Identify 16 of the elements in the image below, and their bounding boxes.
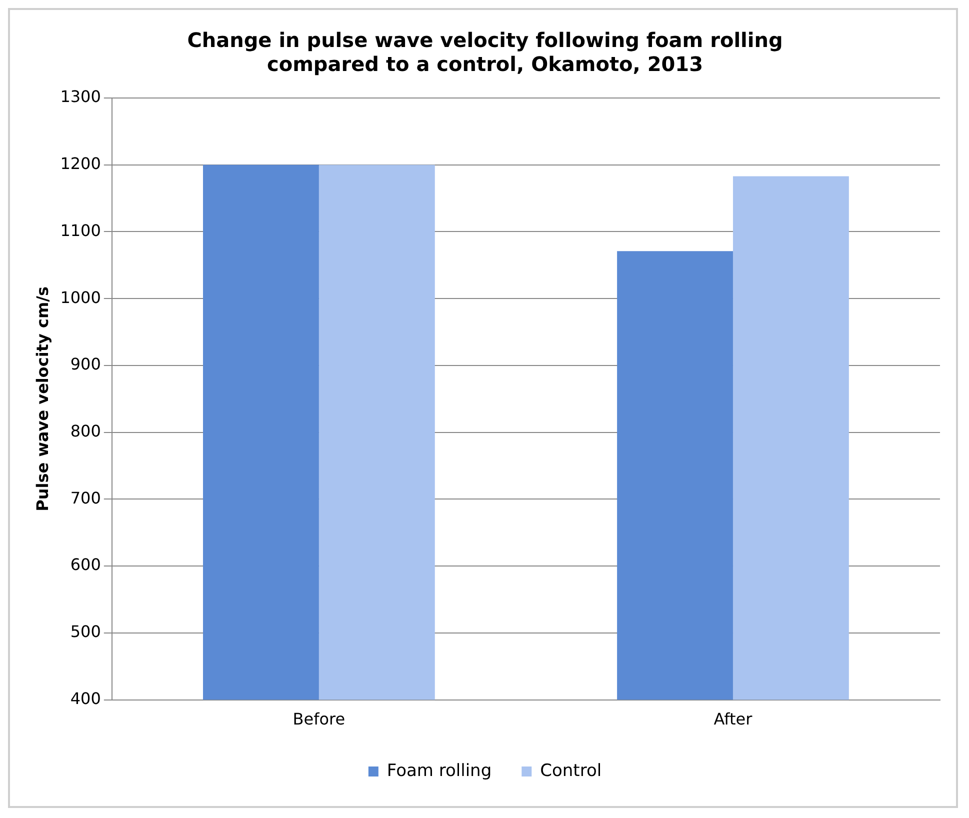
legend-label: Control [540, 760, 602, 781]
y-tick-label: 600 [70, 555, 101, 574]
y-tick-label: 1100 [60, 220, 101, 240]
y-tick-label: 1000 [60, 288, 101, 307]
y-tick-label: 400 [70, 688, 101, 708]
y-tick-label: 900 [70, 354, 101, 374]
y-tick-label: 800 [70, 421, 101, 440]
chart-title: Change in pulse wave velocity following foam rolling compared to a control, Okamoto, 2013 [187, 28, 783, 76]
y-tick-label: 700 [70, 488, 101, 508]
x-tick-label: Before [292, 710, 346, 729]
x-tick-label: After [714, 710, 753, 729]
y-tick-label: 1300 [60, 87, 101, 106]
y-tick-label: 1200 [60, 154, 101, 174]
y-axis-title: Pulse wave velocity cm/s [32, 286, 52, 512]
y-tick-label: 500 [70, 622, 101, 642]
legend-label: Foam rolling [386, 760, 492, 781]
